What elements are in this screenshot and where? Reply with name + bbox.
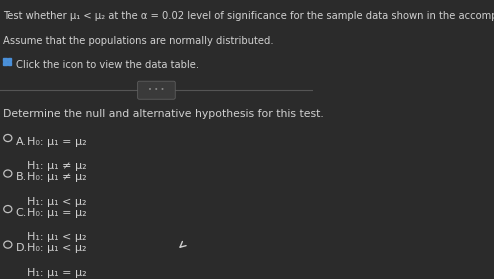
Text: B.: B. xyxy=(16,172,27,182)
Bar xyxy=(3,62,7,65)
Text: D.: D. xyxy=(16,243,28,253)
Text: H₀: μ₁ < μ₂: H₀: μ₁ < μ₂ xyxy=(27,243,86,253)
Text: H₁: μ₁ ≠ μ₂: H₁: μ₁ ≠ μ₂ xyxy=(27,161,86,171)
Bar xyxy=(3,58,7,61)
Text: H₀: μ₁ = μ₂: H₀: μ₁ = μ₂ xyxy=(27,137,86,147)
Text: H₀: μ₁ ≠ μ₂: H₀: μ₁ ≠ μ₂ xyxy=(27,172,86,182)
Text: Click the icon to view the data table.: Click the icon to view the data table. xyxy=(16,60,199,70)
Text: A.: A. xyxy=(16,137,27,147)
Bar xyxy=(7,62,11,65)
Text: Test whether μ₁ < μ₂ at the α = 0.02 level of significance for the sample data s: Test whether μ₁ < μ₂ at the α = 0.02 lev… xyxy=(3,11,494,21)
Text: H₁: μ₁ < μ₂: H₁: μ₁ < μ₂ xyxy=(27,197,86,207)
FancyBboxPatch shape xyxy=(138,81,175,99)
Text: H₀: μ₁ = μ₂: H₀: μ₁ = μ₂ xyxy=(27,208,86,218)
Text: • • •: • • • xyxy=(148,87,165,93)
Text: H₁: μ₁ = μ₂: H₁: μ₁ = μ₂ xyxy=(27,268,86,278)
Text: H₁: μ₁ < μ₂: H₁: μ₁ < μ₂ xyxy=(27,232,86,242)
Text: Determine the null and alternative hypothesis for this test.: Determine the null and alternative hypot… xyxy=(3,109,324,119)
Bar xyxy=(7,58,11,61)
Text: Assume that the populations are normally distributed.: Assume that the populations are normally… xyxy=(3,35,274,45)
Text: C.: C. xyxy=(16,208,27,218)
